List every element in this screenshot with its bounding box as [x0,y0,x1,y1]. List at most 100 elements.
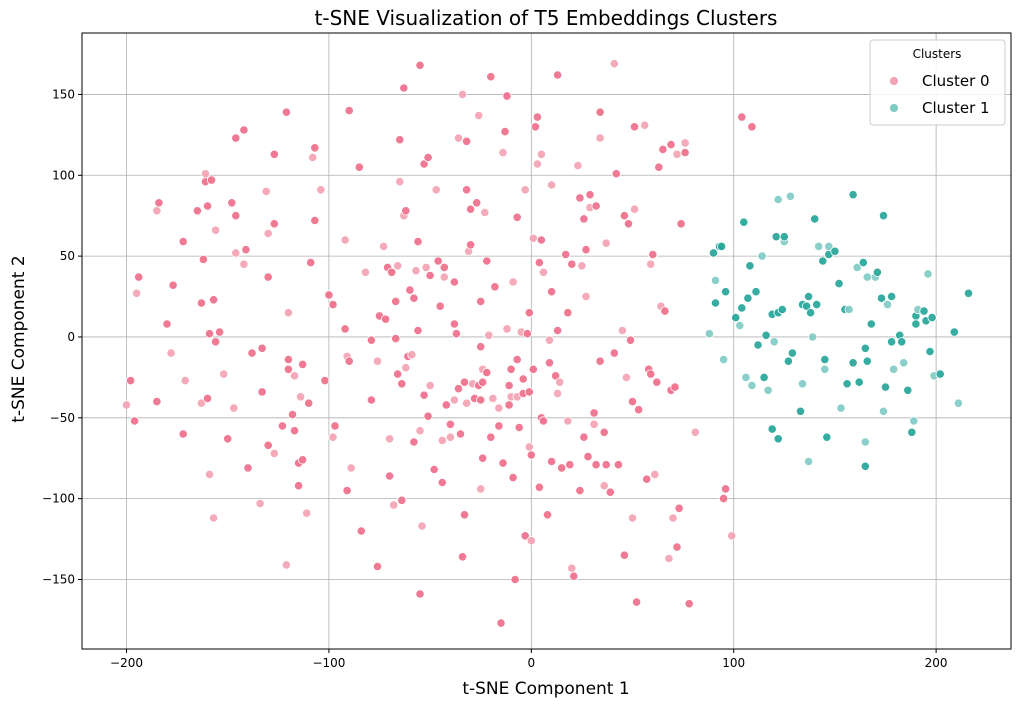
point-cluster-0 [393,369,403,379]
point-cluster-0 [522,329,532,339]
point-cluster-0 [180,375,190,386]
point-cluster-0 [297,359,308,369]
y-tick-label: 150 [52,87,75,101]
point-cluster-1 [777,304,787,315]
point-cluster-0 [567,259,577,269]
point-cluster-0 [676,219,686,229]
point-cluster-1 [852,262,862,272]
point-cluster-0 [227,198,237,208]
point-cluster-0 [395,177,405,187]
point-cluster-0 [389,500,399,510]
point-cluster-1 [737,303,747,313]
point-cluster-0 [295,392,306,402]
point-cluster-0 [579,214,589,224]
point-cluster-0 [486,72,496,82]
point-cluster-0 [121,400,132,410]
point-cluster-0 [316,185,326,195]
point-cluster-1 [720,287,731,297]
point-cluster-0 [552,70,563,80]
point-cluster-0 [459,377,470,387]
point-cluster-0 [629,122,640,132]
point-cluster-0 [530,122,541,132]
point-cluster-0 [591,460,601,470]
point-cluster-0 [569,571,579,581]
point-cluster-0 [567,563,577,573]
point-cluster-0 [126,375,136,386]
point-cluster-0 [263,272,273,282]
point-cluster-0 [342,485,352,496]
point-cluster-1 [862,356,872,366]
point-cluster-1 [801,301,812,311]
point-cluster-1 [767,424,777,434]
point-cluster-0 [202,393,213,403]
point-cluster-0 [451,329,461,339]
point-cluster-1 [814,241,824,251]
point-cluster-1 [949,327,959,337]
point-cluster-1 [903,385,913,395]
point-cluster-1 [710,298,721,308]
point-cluster-1 [830,246,840,256]
point-cluster-0 [283,308,293,318]
point-cluster-0 [668,513,678,523]
point-cluster-1 [773,434,783,444]
legend-box [869,39,1006,126]
point-cluster-0 [263,228,273,239]
point-cluster-1 [820,364,830,374]
point-cluster-1 [731,312,741,323]
point-cluster-0 [589,419,599,429]
point-cluster-0 [476,296,486,306]
point-cluster-0 [378,241,389,251]
point-cluster-0 [476,342,486,352]
point-cluster-0 [346,463,356,473]
point-cluster-0 [415,60,425,70]
point-cluster-1 [747,380,757,391]
point-cluster-0 [405,285,415,295]
point-cluster-0 [289,426,300,436]
point-cluster-0 [674,503,684,513]
point-cluster-1 [808,332,818,342]
point-cluster-0 [328,432,338,442]
point-cluster-0 [747,122,757,132]
point-cluster-0 [627,396,638,407]
point-cluster-0 [425,270,435,281]
point-cluster-0 [439,272,449,282]
point-cluster-0 [166,348,176,358]
point-cluster-0 [550,371,561,381]
point-cluster-1 [710,275,721,285]
point-cluster-1 [911,319,921,329]
x-tick-label: 100 [722,656,745,670]
point-cluster-0 [223,434,233,444]
point-cluster-1 [897,337,907,347]
point-cluster-1 [935,369,945,379]
point-cluster-0 [502,91,512,101]
point-cluster-1 [834,278,844,289]
point-cluster-0 [255,498,265,509]
point-cluster-0 [534,482,545,492]
point-cluster-0 [613,460,624,470]
point-cluster-0 [384,434,395,444]
point-cluster-0 [409,437,419,447]
point-cluster-0 [581,245,591,255]
point-cluster-0 [563,416,573,426]
point-cluster-0 [168,280,178,290]
point-cluster-0 [134,272,144,282]
point-cluster-0 [459,510,470,520]
point-cluster-1 [787,348,798,358]
point-cluster-0 [472,198,482,208]
point-cluster-0 [534,257,545,268]
point-cluster-0 [480,207,490,218]
point-cluster-0 [417,521,427,531]
point-cluster-1 [812,299,822,310]
point-cluster-1 [953,398,964,408]
point-cluster-1 [963,288,974,298]
point-cluster-1 [860,437,870,447]
point-cluster-0 [684,599,694,609]
legend-marker-cluster-1 [889,103,899,113]
point-cluster-0 [344,356,354,366]
point-cluster-1 [899,358,909,368]
point-cluster-0 [437,477,447,488]
point-cluster-0 [461,185,472,195]
point-cluster-0 [340,235,350,245]
series-cluster-0 [121,59,757,628]
point-cluster-0 [162,319,172,329]
